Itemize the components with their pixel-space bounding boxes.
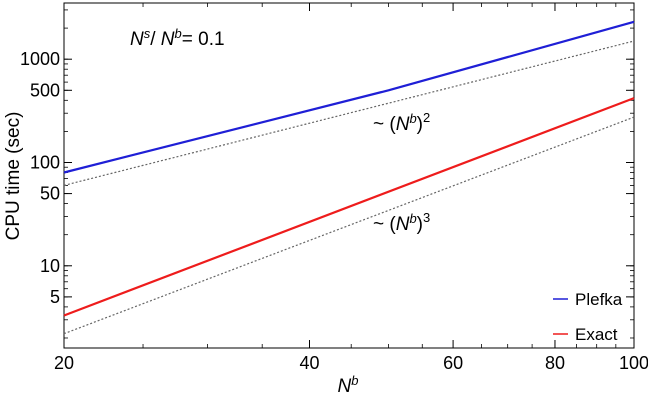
y-axis-label: CPU time (sec) — [3, 112, 24, 241]
plot-frame — [63, 2, 635, 349]
slope-3-annotation: ~ (Nb)3 — [373, 210, 430, 235]
x-tick-label: 60 — [443, 353, 463, 373]
ratio-annotation: Ns/ Nb= 0.1 — [130, 26, 225, 50]
y-tick-label: 100 — [30, 152, 60, 172]
x-tick-label: 40 — [299, 353, 319, 373]
ratio-annotation-sup-s: s — [144, 26, 151, 41]
x-axis-label: Nb — [338, 373, 359, 397]
x-tick-label: 20 — [54, 353, 74, 373]
legend: Plefka Exact — [553, 290, 623, 344]
legend-label-exact: Exact — [575, 325, 618, 344]
y-tick-label: 1000 — [20, 49, 60, 69]
series-line-plefka — [63, 20, 635, 174]
x-tick-label: 100 — [619, 353, 648, 373]
y-tick-label: 5 — [50, 287, 60, 307]
x-tick-label: 80 — [545, 353, 565, 373]
legend-label-plefka: Plefka — [575, 290, 623, 309]
y-tick-label: 50 — [40, 184, 60, 204]
y-tick-label: 500 — [30, 80, 60, 100]
y-tick-label: 10 — [40, 256, 60, 276]
reference-line-1 — [63, 40, 635, 186]
series-line-exact — [63, 97, 635, 317]
slope-2-annotation: ~ (Nb)2 — [373, 110, 430, 135]
reference-line-2 — [63, 116, 635, 335]
